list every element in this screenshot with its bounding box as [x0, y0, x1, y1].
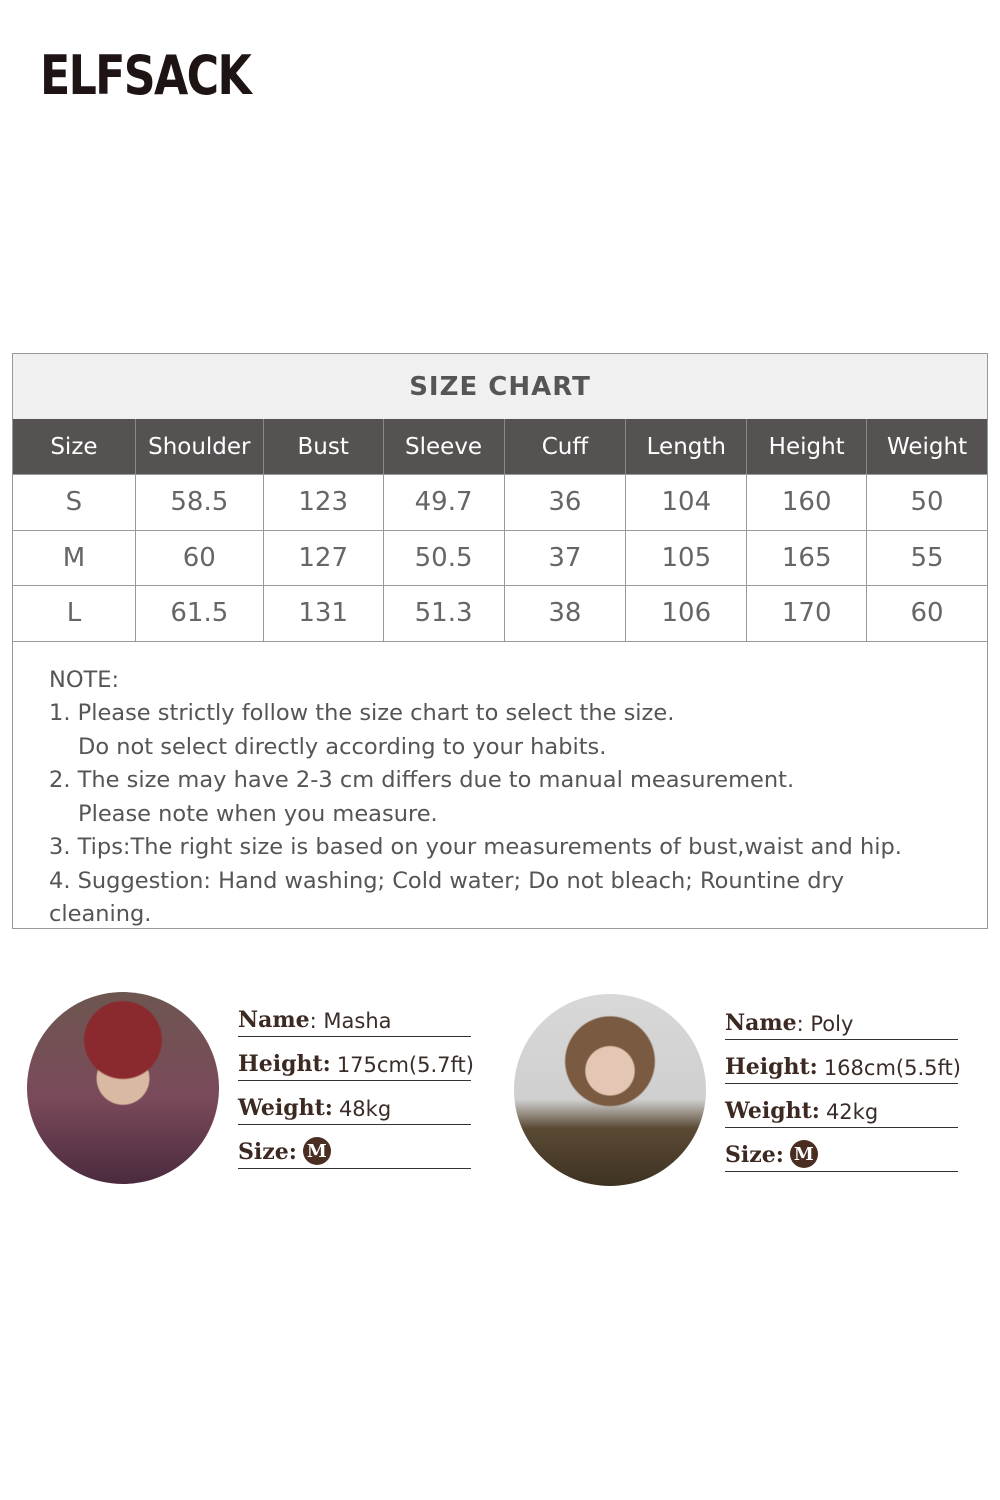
model-height: 175cm(5.7ft) [336, 1053, 474, 1077]
column-header-length: Length [625, 419, 746, 474]
note-line: 4. Suggestion: Hand washing; Cold water;… [49, 867, 845, 928]
table-cell: 123 [262, 475, 383, 530]
table-row: L 61.5 131 51.3 38 106 170 60 [13, 585, 987, 641]
table-cell: 170 [746, 586, 866, 641]
table-cell: 50.5 [382, 530, 504, 585]
table-header-row: Size Shoulder Bust Sleeve Cuff Length Height We… [13, 419, 987, 474]
column-header-height: Height [746, 419, 866, 474]
size-chart-table: SIZE CHART Size Shoulder Bust Sleeve Cuff Len… [12, 353, 988, 929]
size-chart-title: SIZE CHART [13, 354, 987, 419]
table-cell: 36 [503, 475, 626, 530]
table-cell: 50 [866, 475, 987, 530]
table-cell: 60 [134, 530, 263, 585]
table-cell: L [66, 598, 82, 629]
table-cell: 51.3 [382, 586, 504, 641]
model-name: : Masha [309, 1009, 392, 1033]
column-header-size: Size [50, 433, 98, 460]
size-label: Size: [238, 1139, 297, 1165]
table-cell: 106 [625, 586, 746, 641]
model-weight: 42kg [825, 1100, 879, 1124]
table-cell: 104 [625, 475, 746, 530]
column-header-shoulder: Shoulder [134, 419, 263, 474]
table-cell: 38 [503, 586, 626, 641]
table-cell: M [62, 542, 86, 573]
size-label: Size: [725, 1142, 784, 1168]
note-line: Do not select directly according to your… [78, 733, 607, 760]
table-cell: 60 [866, 586, 987, 641]
column-header-cuff: Cuff [503, 419, 626, 474]
table-cell: 55 [866, 530, 987, 585]
notes-section: NOTE: 1. Please strictly follow the size… [13, 640, 987, 954]
table-row: M 60 127 50.5 37 105 165 55 [13, 529, 987, 585]
table-cell: 160 [746, 475, 866, 530]
size-badge: M [302, 1137, 331, 1165]
notes-heading: NOTE: [49, 666, 120, 693]
model-info-poly: Name: Poly Height: 168cm(5.5ft) Weight: 42… [725, 996, 961, 1172]
model-weight: 48kg [338, 1097, 392, 1121]
model-photo-masha [27, 992, 219, 1184]
model-photo-poly [514, 994, 706, 1186]
column-header-bust: Bust [262, 419, 383, 474]
note-line: 1. Please strictly follow the size chart… [49, 700, 675, 726]
table-cell: 49.7 [382, 475, 504, 530]
weight-label: Weight: [238, 1095, 333, 1121]
table-cell: 61.5 [134, 586, 263, 641]
table-cell: 58.5 [134, 475, 263, 530]
weight-label: Weight: [725, 1098, 820, 1124]
name-label: Name [725, 1010, 797, 1036]
table-cell: 165 [746, 530, 866, 585]
table-row: S 58.5 123 49.7 36 104 160 50 [13, 474, 987, 530]
table-cell: 127 [262, 530, 383, 585]
table-cell: 131 [262, 586, 383, 641]
column-header-sleeve: Sleeve [382, 419, 504, 474]
table-cell: S [65, 487, 83, 518]
height-label: Height: [725, 1054, 818, 1080]
table-cell: 105 [625, 530, 746, 585]
note-line: Please note when you measure. [78, 800, 438, 827]
brand-logo: ELFSACK [40, 44, 252, 107]
model-name: : Poly [796, 1012, 854, 1036]
column-header-weight: Weight [866, 419, 987, 474]
size-badge: M [789, 1140, 818, 1168]
table-cell: 37 [503, 530, 626, 585]
height-label: Height: [238, 1051, 331, 1077]
name-label: Name [238, 1007, 310, 1033]
model-height: 168cm(5.5ft) [823, 1056, 961, 1080]
note-line: 3. Tips:The right size is based on your … [49, 834, 902, 860]
model-info-masha: Name: Masha Height: 175cm(5.7ft) Weight: 4… [238, 993, 474, 1169]
note-line: 2. The size may have 2-3 cm differs due … [49, 767, 795, 793]
